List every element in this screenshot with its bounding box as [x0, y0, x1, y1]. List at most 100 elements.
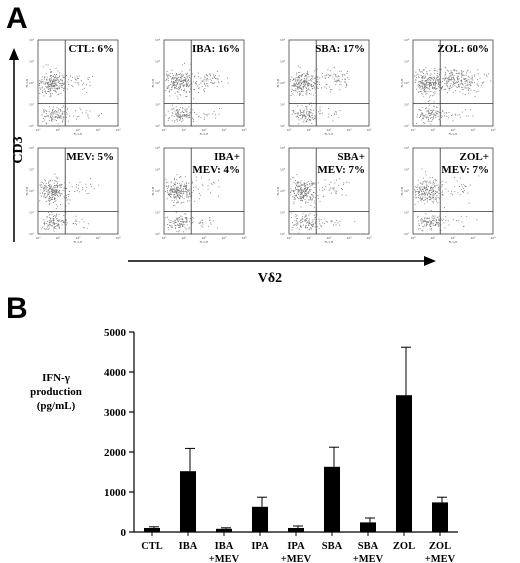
flow-plot-frame — [412, 147, 494, 235]
flow-plot-label: SBA+ — [337, 151, 365, 163]
flow-x-tick-label: 10⁴ — [366, 236, 372, 240]
flow-y-tick-label: 10¹ — [280, 103, 286, 107]
flow-y-tick-label: 10⁰ — [155, 124, 161, 128]
flow-x-tick-label: 10⁰ — [410, 236, 416, 240]
flow-y-tick-label: 10¹ — [29, 103, 35, 107]
ifn-gamma-bar-chart: IFN-γ production (pg/mL) 0 1000 2000 3000 40… — [30, 327, 458, 563]
bar — [288, 528, 304, 532]
flow-x-tick-label: 10⁴ — [366, 128, 372, 132]
bar — [432, 502, 448, 532]
flow-plot-label: MEV: 4% — [192, 164, 240, 176]
bar — [216, 528, 232, 532]
flow-x-tick-label: 10⁴ — [490, 128, 496, 132]
bar — [396, 395, 412, 532]
flow-y-channel-label: FL3-H — [400, 79, 404, 88]
x-category-label: +MEV — [209, 554, 240, 563]
bar — [144, 528, 160, 532]
flow-y-tick-label: 10¹ — [280, 211, 286, 215]
bar — [252, 506, 268, 532]
x-category-label: SBA — [322, 541, 343, 552]
flow-x-tick-label: 10² — [75, 128, 81, 132]
flow-plot-frame — [37, 147, 119, 235]
flow-y-tick-label: 10³ — [280, 168, 286, 172]
flow-y-tick-label: 10² — [29, 189, 35, 193]
flow-x-channel-label: FL1-H — [200, 240, 209, 244]
flow-y-tick-label: 10⁴ — [404, 146, 410, 150]
x-category-label: +MEV — [425, 554, 456, 563]
vd2-axis-label: Vδ2 — [258, 271, 282, 286]
flow-x-channel-label: FL1-H — [325, 240, 334, 244]
flow-y-tick-label: 10² — [280, 81, 286, 85]
cd3-axis-arrow — [9, 48, 19, 242]
flow-plot-frame — [163, 39, 245, 127]
flow-y-tick-label: 10³ — [29, 168, 35, 172]
flow-plot-label: ZOL: 60% — [437, 43, 489, 55]
flow-x-tick-label: 10³ — [470, 128, 476, 132]
flow-y-tick-label: 10² — [155, 189, 161, 193]
x-category-label: SBA — [358, 541, 379, 552]
flow-y-tick-label: 10⁰ — [280, 232, 286, 236]
flow-x-tick-label: 10⁰ — [35, 236, 41, 240]
flow-dot-cloud — [39, 173, 100, 232]
flow-x-tick-label: 10⁴ — [490, 236, 496, 240]
flow-x-tick-label: 10⁴ — [115, 236, 121, 240]
flow-y-channel-label: FL3-H — [151, 79, 155, 88]
flow-x-tick-label: 10² — [326, 128, 332, 132]
flow-x-tick-label: 10⁰ — [410, 128, 416, 132]
flow-x-tick-label: 10³ — [346, 236, 352, 240]
flow-x-channel-label: FL1-H — [74, 240, 83, 244]
y-tick-label: 1000 — [104, 487, 127, 499]
flow-x-tick-label: 10⁰ — [161, 128, 167, 132]
y-axis-label-line-3: (pg/mL) — [37, 400, 76, 412]
flow-plot-label: ZOL+ — [460, 151, 490, 163]
flow-x-tick-label: 10⁰ — [35, 128, 41, 132]
flow-y-channel-label: FL3-H — [25, 79, 29, 88]
x-category-label: +MEV — [353, 554, 384, 563]
flow-y-tick-label: 10³ — [404, 168, 410, 172]
flow-x-tick-label: 10³ — [346, 128, 352, 132]
flow-y-tick-label: 10² — [29, 81, 35, 85]
flow-y-tick-label: 10¹ — [155, 211, 161, 215]
flow-y-channel-label: FL3-H — [25, 187, 29, 196]
y-axis-label-line-1: IFN-γ — [42, 372, 70, 384]
flow-x-tick-label: 10¹ — [181, 128, 187, 132]
flow-x-tick-label: 10¹ — [55, 236, 61, 240]
flow-y-tick-label: 10³ — [404, 60, 410, 64]
flow-y-tick-label: 10¹ — [29, 211, 35, 215]
panel-letter-a: A — [6, 2, 28, 35]
x-category-label: IBA — [215, 541, 234, 552]
flow-x-tick-label: 10² — [201, 236, 207, 240]
flow-y-tick-label: 10⁰ — [155, 232, 161, 236]
flow-y-channel-label: FL3-H — [400, 187, 404, 196]
x-category-label: IPA — [287, 541, 305, 552]
flow-x-channel-label: FL1-H — [449, 240, 458, 244]
flow-y-tick-label: 10⁰ — [29, 232, 35, 236]
flow-y-tick-label: 10² — [155, 81, 161, 85]
y-axis-label-line-2: production — [30, 386, 82, 398]
flow-y-tick-label: 10³ — [155, 60, 161, 64]
flow-x-channel-label: FL1-H — [449, 132, 458, 136]
flow-y-tick-label: 10⁴ — [155, 146, 161, 150]
flow-plot-frame — [288, 39, 370, 127]
y-tick-label: 4000 — [104, 367, 127, 379]
flow-dot-cloud — [290, 65, 350, 125]
flow-x-tick-label: 10¹ — [430, 236, 436, 240]
flow-y-tick-label: 10⁰ — [280, 124, 286, 128]
flow-plot-label: MEV: 5% — [66, 151, 114, 163]
flow-plot-frame — [288, 147, 370, 235]
flow-x-tick-label: 10⁰ — [286, 128, 292, 132]
flow-plot-label: MEV: 7% — [317, 164, 365, 176]
flow-y-tick-label: 10⁰ — [404, 124, 410, 128]
y-tick-label: 5000 — [104, 327, 127, 339]
flow-plot-frame — [163, 147, 245, 235]
flow-y-tick-label: 10² — [280, 189, 286, 193]
vd2-axis-arrow — [128, 256, 436, 266]
flow-y-tick-label: 10² — [404, 189, 410, 193]
flow-x-channel-label: FL1-H — [325, 132, 334, 136]
cd3-axis-label: CD3 — [11, 136, 26, 163]
x-category-label: IPA — [251, 541, 269, 552]
flow-x-tick-label: 10⁴ — [241, 128, 247, 132]
flow-dot-cloud — [165, 62, 229, 123]
flow-y-tick-label: 10⁴ — [404, 38, 410, 42]
